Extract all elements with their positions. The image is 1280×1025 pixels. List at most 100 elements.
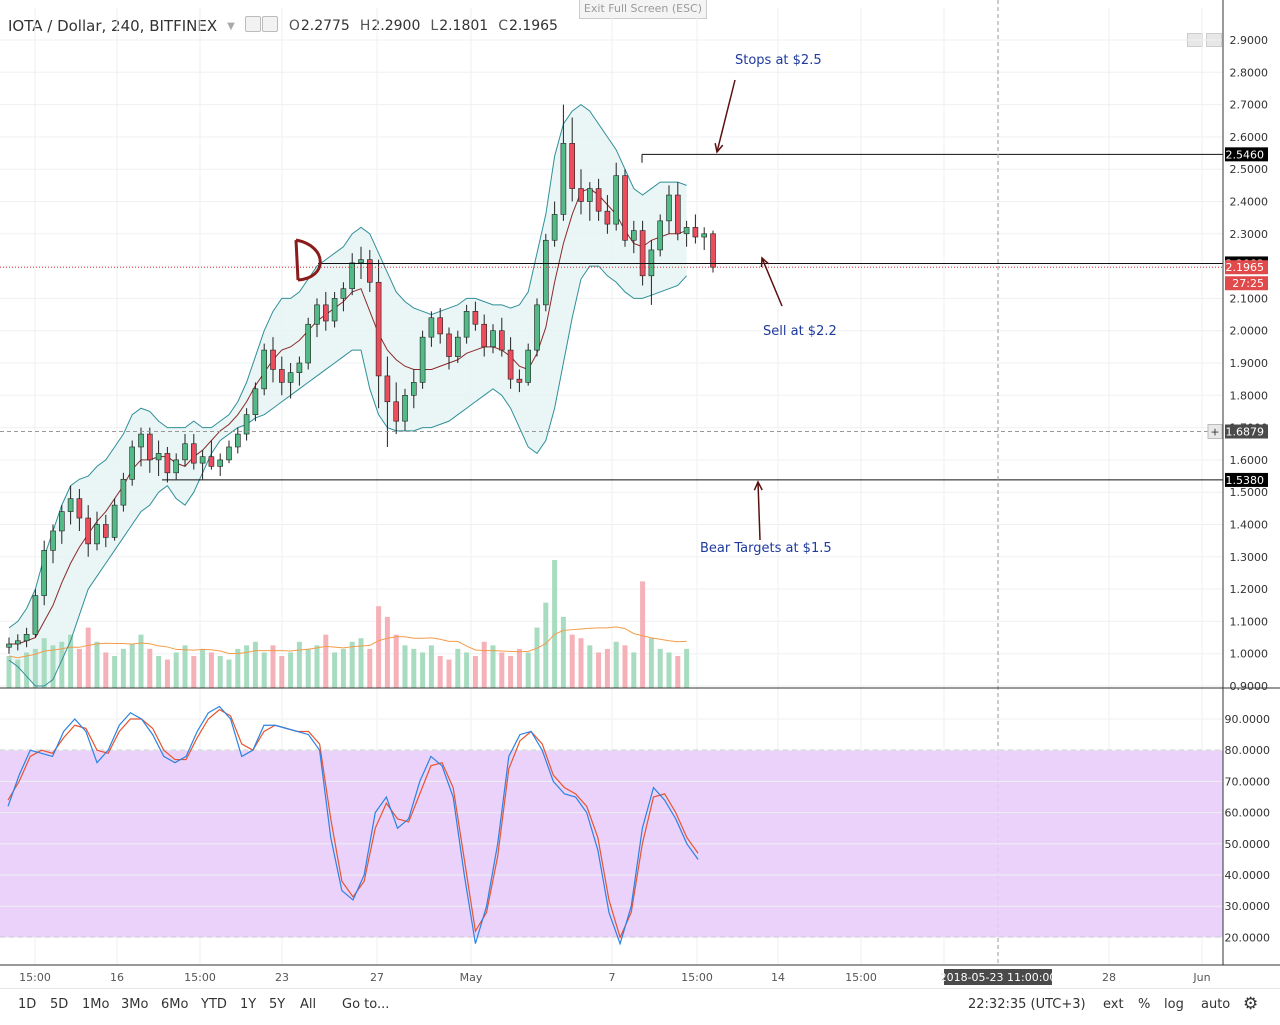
stops-annotation: Stops at $2.5 bbox=[735, 53, 822, 68]
volume-bar bbox=[402, 645, 408, 688]
volume-bar bbox=[596, 652, 602, 688]
volume-bar bbox=[622, 645, 628, 688]
symbol-dropdown-icon[interactable]: ▼ bbox=[227, 20, 235, 32]
candle-body bbox=[41, 550, 48, 596]
range-button-5y[interactable]: 5Y bbox=[269, 997, 286, 1012]
volume-bar bbox=[191, 656, 197, 688]
horizontal-levels bbox=[0, 0, 1223, 965]
price-tick-label: 1.8000 bbox=[1230, 389, 1269, 402]
volume-bar bbox=[481, 641, 487, 688]
volume-bar bbox=[270, 645, 276, 688]
candle-body bbox=[674, 194, 681, 235]
volume-bar bbox=[376, 606, 382, 688]
candle-body bbox=[287, 372, 294, 383]
candle-body bbox=[305, 323, 312, 364]
candle-body bbox=[525, 349, 532, 383]
volume-bar bbox=[244, 645, 250, 688]
bollinger-band-area bbox=[9, 104, 687, 687]
last-price-label-box bbox=[1225, 260, 1268, 275]
range-button-3mo[interactable]: 3Mo bbox=[121, 997, 149, 1012]
candle-body bbox=[463, 311, 470, 338]
time-tick-label: 15:00 bbox=[19, 971, 51, 984]
volume-bar bbox=[15, 659, 21, 688]
candle-body bbox=[701, 233, 708, 238]
candle-body bbox=[710, 233, 716, 268]
settings-icon[interactable] bbox=[261, 16, 278, 32]
auto-scale-toggle[interactable]: auto bbox=[1201, 997, 1231, 1012]
candle-body bbox=[375, 281, 382, 377]
candle-body bbox=[481, 323, 488, 348]
visibility-icon[interactable] bbox=[244, 16, 261, 32]
candle-body bbox=[191, 443, 197, 464]
range-button-1mo[interactable]: 1Mo bbox=[82, 997, 110, 1012]
volume-bar bbox=[543, 602, 549, 688]
time-tick-label: 23 bbox=[275, 971, 289, 984]
countdown-box bbox=[1225, 276, 1268, 291]
stoch-k-line bbox=[7, 705, 699, 946]
range-button-6mo[interactable]: 6Mo bbox=[161, 997, 189, 1012]
candle-body bbox=[586, 188, 593, 202]
volume-bar bbox=[120, 648, 126, 688]
volume-bar bbox=[640, 581, 646, 688]
candle-body bbox=[578, 188, 584, 202]
candle-body bbox=[358, 259, 364, 264]
volume-bar bbox=[305, 648, 311, 688]
log-scale-toggle[interactable]: log bbox=[1164, 997, 1184, 1012]
volume-bar bbox=[288, 652, 294, 688]
range-button-ytd[interactable]: YTD bbox=[201, 997, 227, 1012]
range-button-1y[interactable]: 1Y bbox=[240, 997, 257, 1012]
candle-body bbox=[278, 369, 285, 383]
volume-bar bbox=[657, 648, 663, 688]
candle-body bbox=[692, 227, 699, 238]
volume-bar bbox=[367, 648, 373, 688]
exit-fullscreen-button[interactable]: Exit Full Screen (ESC) bbox=[579, 0, 707, 19]
candle-body bbox=[648, 249, 655, 277]
candle-body bbox=[419, 336, 426, 383]
volume-bar bbox=[252, 641, 258, 688]
symbol-title[interactable]: IOTA / Dollar, 240, BITFINEX bbox=[8, 17, 218, 35]
gear-icon[interactable]: ⚙ bbox=[1243, 994, 1259, 1014]
candle-body bbox=[164, 453, 171, 474]
volume-bar bbox=[59, 641, 65, 688]
volume-bar bbox=[235, 648, 241, 688]
price-tick-label: 1.3000 bbox=[1230, 551, 1269, 564]
candle-body bbox=[349, 262, 356, 290]
sell-arrow bbox=[761, 257, 783, 307]
candle-body bbox=[393, 401, 400, 422]
volume-bar bbox=[94, 641, 100, 688]
chart-canvas[interactable]: Stops at $2.5 Sell at $2.2 Bear Targets at… bbox=[0, 0, 1280, 988]
range-button-5d[interactable]: 5D bbox=[50, 997, 69, 1012]
extended-hours-toggle[interactable]: ext bbox=[1103, 997, 1124, 1012]
candle-body bbox=[182, 443, 188, 461]
candle-body bbox=[147, 433, 153, 461]
stoch-tick-label: 80.0000 bbox=[1225, 744, 1271, 757]
price-tick-label: 0.9000 bbox=[1230, 680, 1269, 693]
goto-date-button[interactable]: Go to... bbox=[342, 997, 390, 1012]
candle-body bbox=[32, 595, 39, 635]
volume-bar bbox=[358, 638, 364, 688]
volume-bar bbox=[516, 648, 522, 688]
bear-level-label: 1.5380 bbox=[1226, 474, 1265, 487]
percent-scale-toggle[interactable]: % bbox=[1138, 997, 1151, 1012]
candle-body bbox=[622, 175, 628, 241]
candle-body bbox=[243, 414, 250, 435]
candle-body bbox=[446, 333, 452, 357]
candle-body bbox=[94, 524, 100, 545]
crosshair-time-label: 2018-05-23 11:00:00 bbox=[940, 971, 1057, 984]
candle-body bbox=[666, 194, 672, 222]
volume-bar bbox=[85, 627, 91, 688]
candle-body bbox=[173, 459, 179, 474]
volume-bar bbox=[156, 656, 162, 688]
candle-body bbox=[410, 382, 417, 396]
volume-bar bbox=[226, 659, 232, 688]
candle-body bbox=[507, 349, 514, 380]
bollinger-lower-line bbox=[8, 265, 687, 687]
stoch-d-line bbox=[7, 708, 699, 940]
candle-body bbox=[155, 453, 162, 461]
volume-bar bbox=[24, 652, 30, 688]
volume-bar bbox=[138, 634, 144, 688]
range-button-1d[interactable]: 1D bbox=[18, 997, 37, 1012]
candle-body bbox=[23, 634, 30, 642]
range-button-all[interactable]: All bbox=[300, 997, 317, 1012]
candle-body bbox=[340, 288, 347, 299]
